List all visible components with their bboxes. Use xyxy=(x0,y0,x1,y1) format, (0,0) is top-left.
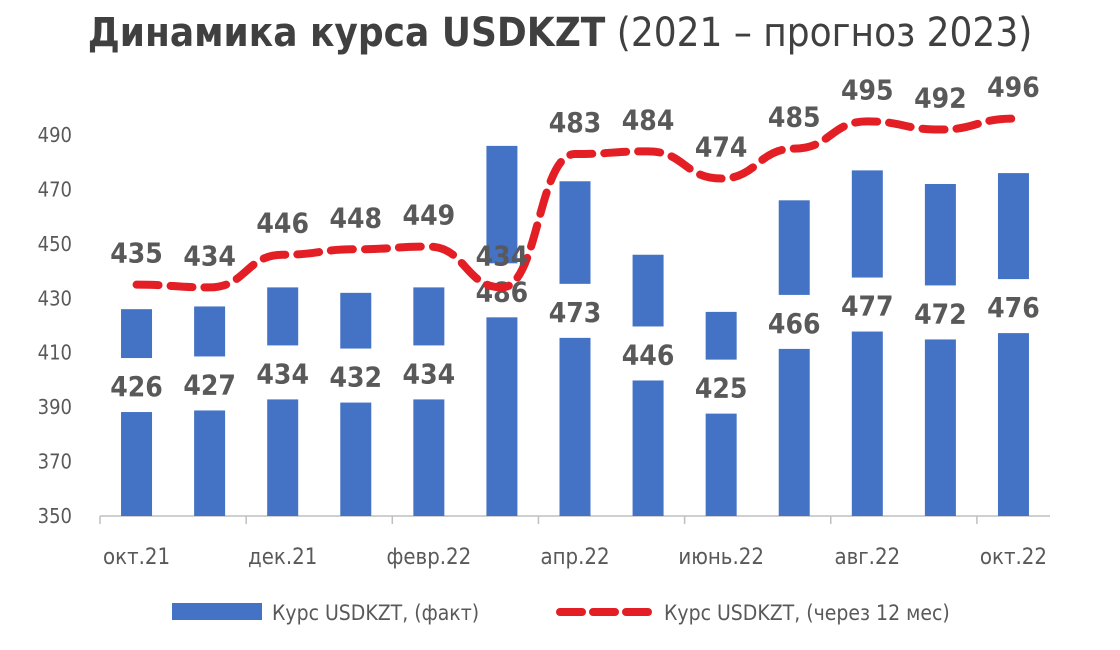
y-tick-label: 470 xyxy=(38,177,72,201)
y-tick-label: 410 xyxy=(38,341,72,365)
bar xyxy=(194,306,226,516)
bar xyxy=(413,287,445,516)
bar xyxy=(486,145,518,516)
bar-label-gap xyxy=(704,359,738,414)
bar xyxy=(924,183,956,516)
chart-title-main: Динамика курса USDKZT xyxy=(87,10,606,56)
bar-series xyxy=(121,145,1029,517)
bar-data-label: 472 xyxy=(914,297,967,330)
y-tick-label: 370 xyxy=(38,450,72,474)
bar xyxy=(997,173,1029,516)
bar-label-gap xyxy=(631,326,665,381)
y-axis: 350 370 390 410 430 450 470 490 xyxy=(38,123,72,528)
x-tick-label: окт.21 xyxy=(103,545,170,570)
forecast-line xyxy=(132,114,1018,292)
line-data-label: 492 xyxy=(914,82,967,115)
line-data-label: 435 xyxy=(110,237,163,270)
line-data-label: 474 xyxy=(695,131,748,164)
bar-data-label: 476 xyxy=(987,291,1040,324)
legend-label-bar: Курс USDKZT, (факт) xyxy=(272,601,479,625)
bar xyxy=(559,181,591,516)
bar-data-label: 473 xyxy=(549,296,602,329)
y-tick-label: 450 xyxy=(38,232,72,256)
bar xyxy=(267,287,299,516)
bar xyxy=(121,309,153,516)
bar-label-gap xyxy=(777,294,811,349)
line-data-label: 485 xyxy=(768,101,821,134)
x-axis: окт.21 дек.21 февр.22 апр.22 июнь.22 авг.22 ок… xyxy=(99,515,1050,570)
bar-label-gap xyxy=(850,277,884,332)
bar-data-label: 427 xyxy=(183,368,236,401)
x-tick-label: окт.22 xyxy=(980,545,1047,570)
bar-label-gap xyxy=(266,345,300,400)
line-data-label: 483 xyxy=(549,106,602,139)
line-series xyxy=(132,114,1018,292)
line-data-label: 448 xyxy=(329,201,382,234)
bar-data-label: 426 xyxy=(110,370,163,403)
chart-title: Динамика курса USDKZT (2021 – прогноз 20… xyxy=(0,10,1120,56)
line-data-label: 496 xyxy=(987,71,1040,104)
y-tick-label: 350 xyxy=(38,504,72,528)
y-tick-label: 490 xyxy=(38,123,72,147)
line-data-label: 484 xyxy=(622,103,675,136)
chart-title-sub: (2021 – прогноз 2023) xyxy=(616,10,1033,56)
legend-swatch-bar xyxy=(172,603,262,620)
bar-label-gap xyxy=(996,279,1030,334)
line-data-label: 449 xyxy=(403,199,456,232)
bar xyxy=(778,200,810,517)
y-tick-label: 390 xyxy=(38,395,72,419)
x-tick-label: февр.22 xyxy=(386,545,471,570)
bar xyxy=(851,170,883,516)
bar-data-label: 434 xyxy=(403,357,456,390)
bar-label-gap xyxy=(193,356,227,411)
bar-label-gap xyxy=(923,285,957,340)
line-data-label: 495 xyxy=(841,73,894,106)
bar-data-label: 466 xyxy=(768,307,821,340)
line-data-label: 446 xyxy=(256,207,309,240)
bar-label-gap xyxy=(412,345,446,400)
x-tick-label: авг.22 xyxy=(834,545,900,570)
line-data-label: 434 xyxy=(476,239,529,272)
y-tick-label: 430 xyxy=(38,286,72,310)
bar-data-label: 434 xyxy=(256,357,309,390)
line-data-label: 434 xyxy=(183,239,236,272)
x-tick-label: июнь.22 xyxy=(678,545,764,570)
bar xyxy=(632,254,664,516)
bar-label-gap xyxy=(558,283,592,338)
x-tick-label: дек.21 xyxy=(248,545,317,570)
bar-data-label: 477 xyxy=(841,290,894,323)
bar-data-label: 446 xyxy=(622,338,675,371)
bar-data-label: 432 xyxy=(329,361,382,394)
bar xyxy=(705,311,737,516)
line-data-labels: 435 434 446 448 449 434 483 484 474 485 495 492 496 xyxy=(110,71,1040,273)
bar-label-gap xyxy=(339,348,373,403)
bar-label-gap xyxy=(120,358,154,413)
legend-label-line: Курс USDKZT, (через 12 мес) xyxy=(664,601,950,625)
x-tick-label: апр.22 xyxy=(540,545,609,570)
bar-data-label: 425 xyxy=(695,372,748,405)
legend: Курс USDKZT, (факт) Курс USDKZT, (через … xyxy=(172,601,950,625)
bar xyxy=(340,292,372,516)
